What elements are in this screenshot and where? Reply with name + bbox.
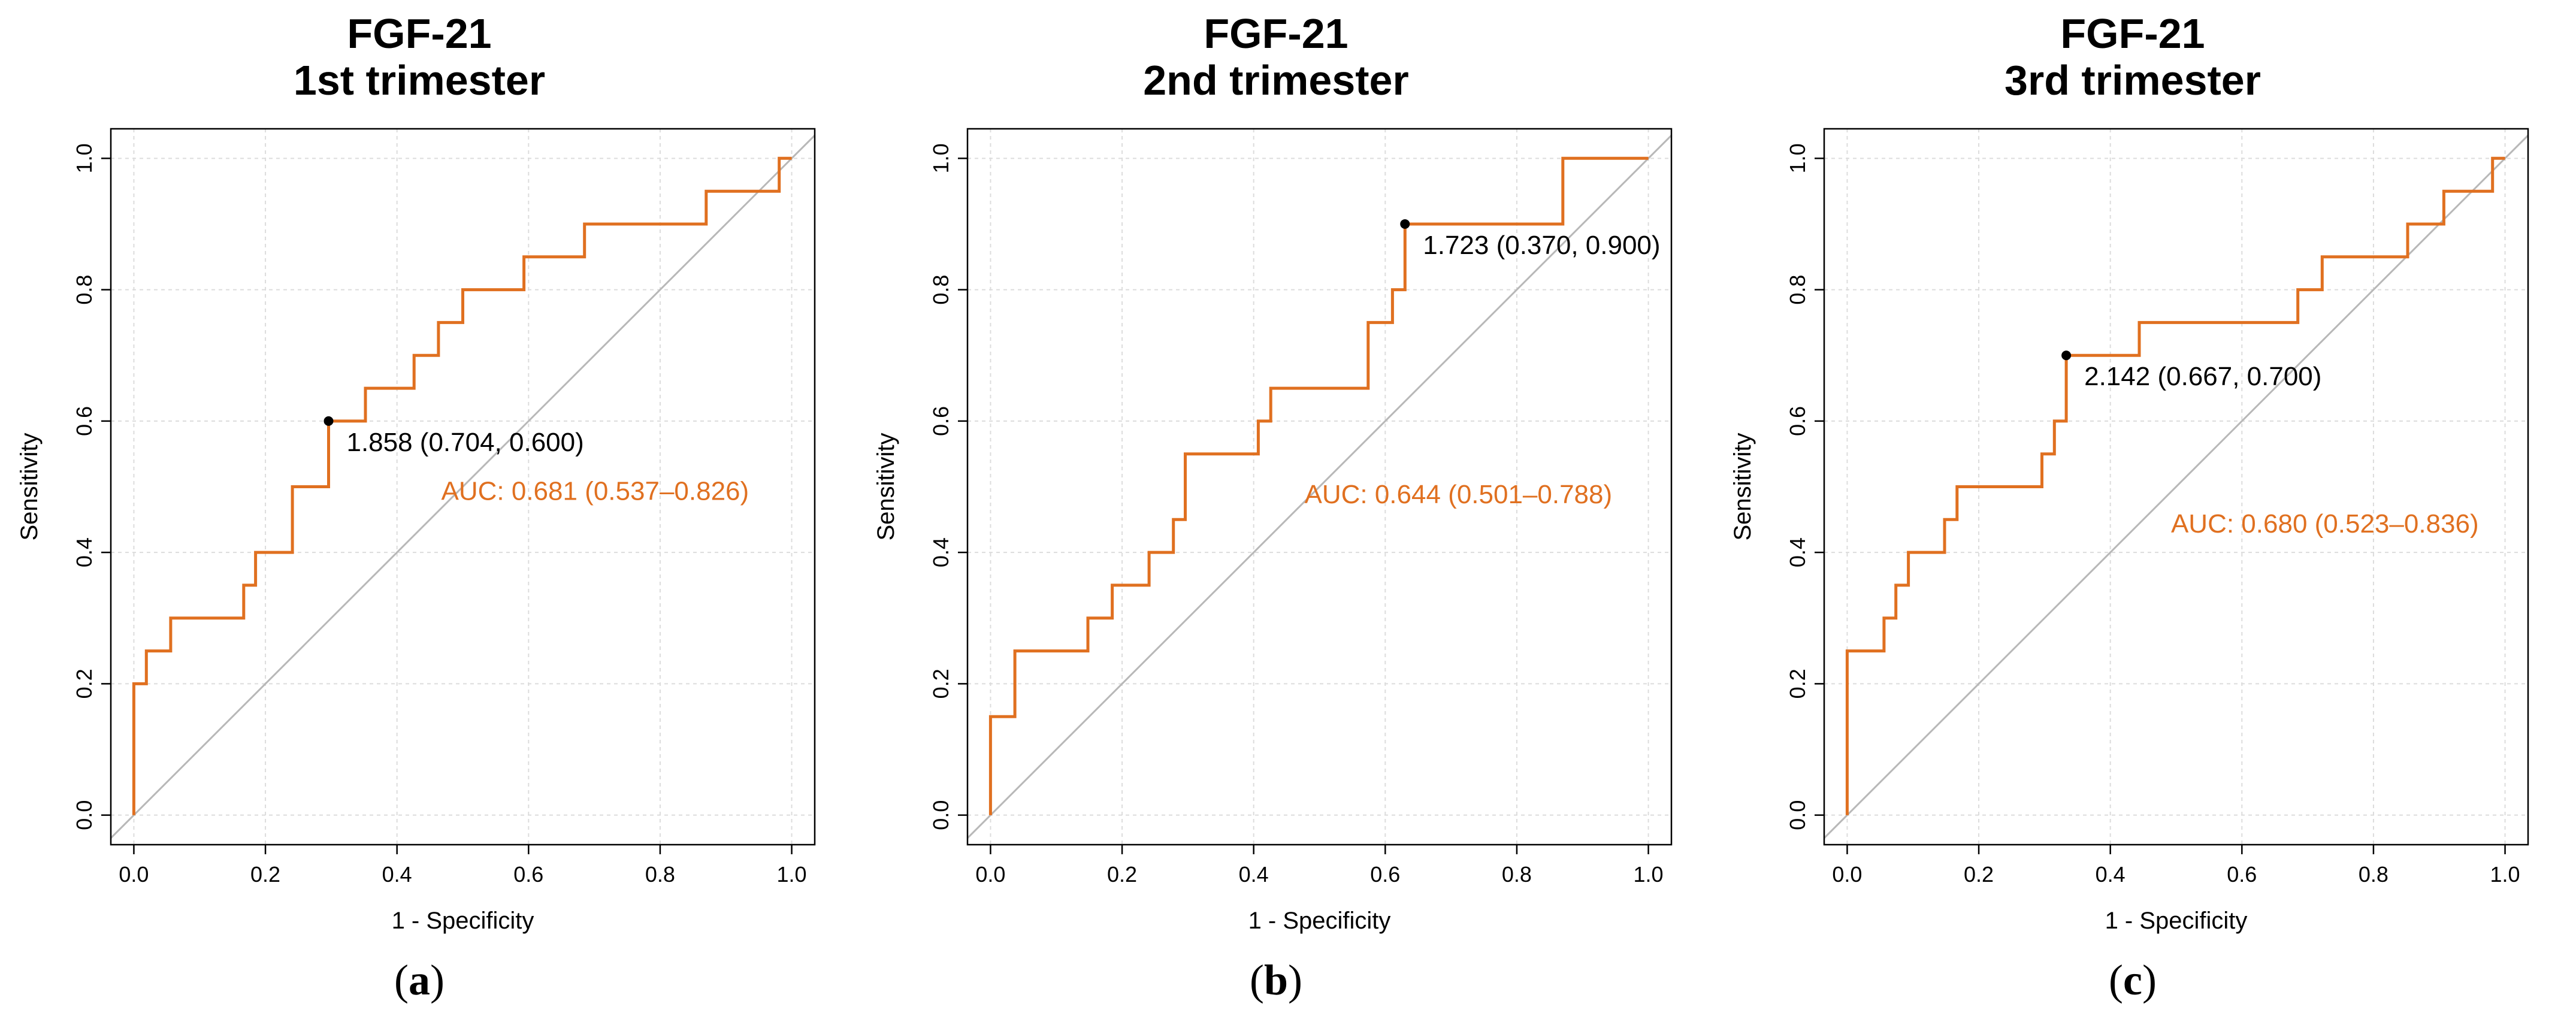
x-tick-label: 0.6 <box>2227 862 2257 887</box>
x-tick-label: 0.8 <box>2359 862 2388 887</box>
x-tick-label: 0.0 <box>975 862 1005 887</box>
y-axis-label: Sensitivity <box>1730 433 1756 540</box>
reference-diagonal <box>111 134 815 839</box>
y-tick-label: 0.2 <box>72 669 96 698</box>
chart-title-line-1: FGF-21 <box>2060 10 2205 57</box>
auc-label: AUC: 0.680 (0.523–0.836) <box>2171 509 2479 539</box>
y-axis-label: Sensitivity <box>16 433 43 540</box>
roc-curve <box>1845 156 2505 815</box>
chart-title-line-2: 2nd trimester <box>1143 57 1408 104</box>
panel-label: (b) <box>1250 956 1302 1004</box>
y-tick-label: 0.6 <box>72 406 96 436</box>
chart-title-line-1: FGF-21 <box>1204 10 1348 57</box>
plot-frame <box>110 128 816 846</box>
x-tick-label: 0.6 <box>1370 862 1400 887</box>
y-axis-label: Sensitivity <box>873 433 899 540</box>
panel-label: (a) <box>394 956 445 1004</box>
auc-label: AUC: 0.644 (0.501–0.788) <box>1304 480 1612 509</box>
panel-label: (c) <box>2109 956 2157 1004</box>
x-tick-label: 0.4 <box>2096 862 2125 887</box>
y-tick-label: 0.4 <box>929 537 953 567</box>
auc-label: AUC: 0.681 (0.537–0.826) <box>442 476 749 506</box>
x-tick-label: 0.8 <box>1502 862 1532 887</box>
cutoff-label: 1.723 (0.370, 0.900) <box>1423 231 1660 260</box>
y-tick-label: 0.2 <box>1785 669 1810 698</box>
y-tick-label: 0.6 <box>1785 406 1810 436</box>
y-tick-label: 0.4 <box>1785 537 1810 567</box>
optimal-cutoff-point <box>1400 219 1410 229</box>
y-tick-label: 1.0 <box>929 143 953 173</box>
y-tick-label: 0.8 <box>1785 275 1810 305</box>
y-tick-label: 1.0 <box>72 143 96 173</box>
roc-curve <box>132 156 792 815</box>
chart-title-line-2: 1st trimester <box>294 57 545 104</box>
x-tick-label: 1.0 <box>1634 862 1664 887</box>
x-tick-label: 0.2 <box>250 862 280 887</box>
chart-title-line-1: FGF-21 <box>347 10 491 57</box>
x-tick-label: 0.6 <box>513 862 543 887</box>
panel-letter: c <box>2123 956 2142 1004</box>
x-axis-label: 1 - Specificity <box>1248 908 1391 934</box>
panel-letter: b <box>1264 956 1288 1004</box>
plot-frame <box>966 128 1673 846</box>
optimal-cutoff-point <box>2061 350 2072 361</box>
roc-curve <box>988 156 1649 815</box>
y-tick-label: 1.0 <box>1785 143 1810 173</box>
x-axis-label: 1 - Specificity <box>392 908 534 934</box>
x-axis-label: 1 - Specificity <box>2105 908 2248 934</box>
panel-letter: a <box>409 956 430 1004</box>
x-tick-label: 1.0 <box>777 862 807 887</box>
reference-diagonal <box>1824 134 2528 839</box>
y-tick-label: 0.4 <box>72 537 96 567</box>
x-tick-label: 1.0 <box>2490 862 2520 887</box>
x-tick-label: 0.0 <box>1832 862 1862 887</box>
reference-diagonal <box>967 134 1671 839</box>
x-tick-label: 0.2 <box>1107 862 1137 887</box>
y-tick-label: 0.0 <box>929 800 953 830</box>
cutoff-label: 1.858 (0.704, 0.600) <box>346 428 583 457</box>
x-tick-label: 0.8 <box>645 862 675 887</box>
y-tick-label: 0.2 <box>929 669 953 698</box>
x-tick-label: 0.2 <box>1964 862 1994 887</box>
plot-frame <box>1823 128 2529 846</box>
y-tick-label: 0.8 <box>929 275 953 305</box>
chart-title-line-2: 3rd trimester <box>2004 57 2261 104</box>
y-tick-label: 0.0 <box>1785 800 1810 830</box>
x-tick-label: 0.4 <box>1239 862 1269 887</box>
optimal-cutoff-point <box>323 416 334 426</box>
y-tick-label: 0.0 <box>72 800 96 830</box>
y-tick-label: 0.6 <box>929 406 953 436</box>
x-tick-label: 0.0 <box>119 862 149 887</box>
x-tick-label: 0.4 <box>382 862 412 887</box>
y-tick-label: 0.8 <box>72 275 96 305</box>
cutoff-label: 2.142 (0.667, 0.700) <box>2084 362 2321 391</box>
